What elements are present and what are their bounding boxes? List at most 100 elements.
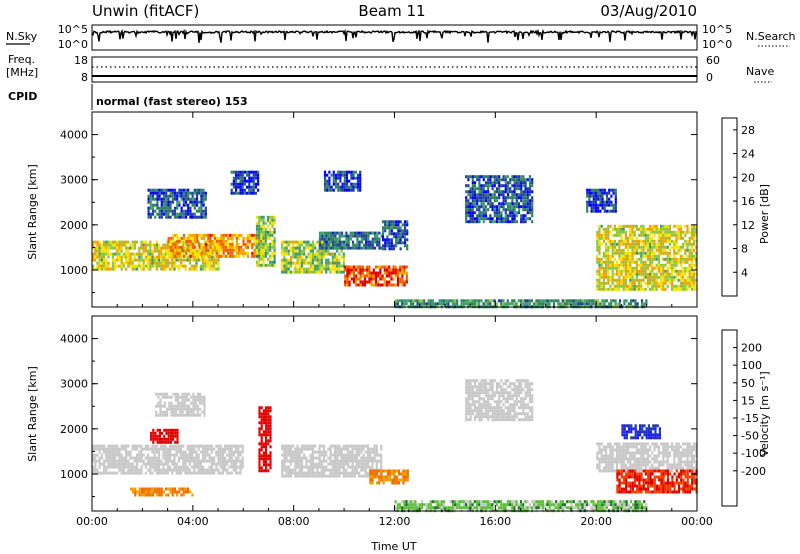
power-cell (105, 249, 108, 253)
power-cell (401, 268, 404, 272)
power-cell (241, 173, 244, 177)
power-cell (526, 193, 529, 197)
power-cell (200, 194, 203, 198)
nave-tick-top: 60 (706, 54, 720, 67)
power-cell (627, 302, 630, 306)
power-cell (125, 240, 128, 244)
power-cell (198, 200, 201, 204)
power-cell (149, 261, 152, 265)
power-cell (173, 240, 176, 244)
power-cell (599, 188, 602, 192)
velocity-cell (182, 453, 185, 457)
power-cell (298, 255, 301, 259)
power-cell (196, 236, 199, 240)
power-cell (622, 230, 625, 234)
power-cell (337, 188, 340, 192)
velocity-cell (289, 444, 293, 448)
power-cell (160, 188, 163, 192)
power-cell (103, 258, 106, 262)
power-cell (166, 243, 169, 247)
power-cell (191, 242, 194, 246)
power-cell (690, 236, 693, 240)
velocity-cell (239, 468, 242, 472)
power-cell (151, 206, 155, 210)
velocity-cell (98, 471, 101, 475)
power-cell (671, 272, 674, 276)
power-cell (660, 230, 663, 234)
power-cell (376, 243, 379, 247)
power-cell (686, 269, 689, 273)
power-cell (162, 212, 166, 216)
power-cell (504, 217, 507, 221)
power-cell (138, 255, 141, 259)
power-cell (314, 252, 317, 256)
power-cell (613, 242, 616, 246)
power-cell (671, 263, 674, 267)
power-cell (311, 246, 315, 250)
velocity-cell (204, 450, 207, 454)
power-cell (341, 185, 344, 189)
power-cell (171, 191, 174, 195)
velocity-cell (235, 456, 238, 460)
power-cell (502, 205, 505, 209)
velocity-cell (177, 447, 180, 451)
velocity-cell (393, 478, 396, 482)
power-cell (614, 200, 617, 204)
power-cell (345, 179, 349, 183)
power-cell (614, 203, 617, 207)
power-cell (528, 302, 531, 306)
power-cell (502, 193, 505, 197)
power-cell (427, 299, 430, 303)
power-cell (332, 170, 335, 174)
power-cell (586, 200, 589, 204)
power-cell (105, 267, 108, 271)
power-cell (495, 196, 499, 200)
velocity-cell (235, 450, 238, 454)
power-cell (451, 299, 454, 303)
power-cell (651, 251, 654, 255)
velocity-cell (109, 459, 112, 463)
power-cell (684, 230, 687, 234)
velocity-cell (219, 462, 222, 466)
power-cell (509, 214, 512, 218)
power-cell (120, 246, 123, 250)
velocity-cell (262, 442, 265, 446)
power-cell (550, 299, 553, 303)
power-cell (686, 281, 689, 285)
power-cell (281, 258, 284, 262)
power-cell (204, 206, 207, 210)
velocity-cell (204, 471, 207, 475)
velocity-cell (186, 453, 189, 457)
power-cell (618, 287, 621, 291)
power-cell (262, 251, 265, 255)
power-cell (386, 220, 389, 224)
power-cell (442, 299, 446, 303)
power-cell (202, 251, 205, 255)
power-cell (105, 264, 108, 268)
power-cell (388, 244, 391, 248)
power-cell (675, 239, 678, 243)
power-cell (395, 241, 398, 245)
power-cell (506, 302, 509, 306)
power-cell (298, 261, 301, 265)
velocity-cell (129, 450, 132, 454)
power-cell (520, 214, 523, 218)
power-cell (388, 223, 391, 227)
power-cell (407, 299, 410, 303)
power-cell (260, 224, 263, 228)
power-cell (165, 194, 168, 198)
power-cell (172, 233, 175, 237)
power-cell (109, 246, 112, 250)
power-cell (164, 267, 167, 271)
velocity-cell (267, 469, 270, 473)
power-cell (607, 236, 610, 240)
power-cell (640, 248, 643, 252)
power-cell (624, 266, 627, 270)
power-cell (252, 170, 255, 174)
power-cell (644, 254, 647, 258)
velocity-cell (473, 394, 477, 398)
power-cell (320, 249, 323, 253)
power-cell (506, 217, 510, 221)
velocity-cell (228, 456, 231, 460)
velocity-cell (342, 471, 345, 475)
